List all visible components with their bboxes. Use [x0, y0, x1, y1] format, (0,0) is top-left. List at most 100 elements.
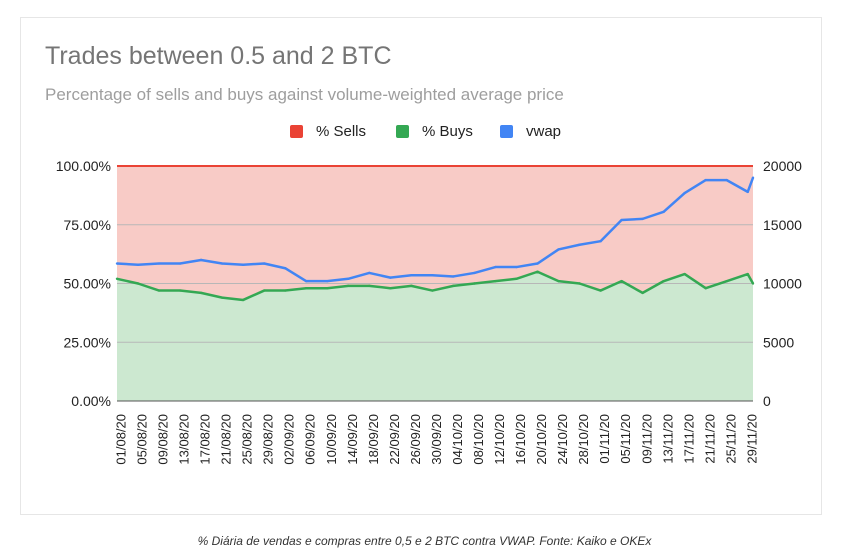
vwap-point — [557, 248, 560, 251]
x-tick-label: 28/10/20 — [576, 414, 591, 465]
x-tick-label: 30/09/20 — [429, 414, 444, 465]
x-tick-label: 22/09/20 — [387, 414, 402, 465]
vwap-point — [136, 263, 140, 266]
legend-item-buys[interactable]: % Buys — [396, 120, 473, 142]
chart-legend: % Sells % Buys vwap — [0, 120, 849, 142]
buys-point — [515, 277, 518, 280]
x-tick-label: 16/10/20 — [513, 414, 528, 465]
vwap-point — [751, 176, 755, 179]
x-tick-label: 21/08/20 — [219, 414, 234, 465]
buys-point — [641, 291, 644, 295]
buys-point — [347, 284, 350, 288]
legend-item-vwap[interactable]: vwap — [500, 120, 561, 142]
y-right-tick-label: 10000 — [763, 276, 802, 292]
vwap-point — [536, 262, 539, 265]
buys-point — [557, 279, 560, 283]
buys-point — [725, 279, 728, 283]
buys-point — [662, 279, 665, 283]
vwap-point — [473, 271, 476, 275]
buys-point — [305, 287, 308, 290]
buys-point — [368, 284, 371, 288]
buys-point — [452, 284, 455, 288]
vwap-point — [199, 258, 203, 262]
figure-caption: % Diária de vendas e compras entre 0,5 e… — [197, 534, 652, 548]
buys-point — [199, 291, 203, 295]
legend-label-sells: % Sells — [316, 122, 367, 140]
x-tick-label: 24/10/20 — [555, 414, 570, 465]
vwap-point — [347, 277, 350, 280]
legend-label-vwap: vwap — [526, 122, 562, 140]
vwap-point — [620, 218, 623, 222]
y-right-tick-label: 5000 — [763, 334, 794, 350]
x-tick-label: 05/11/20 — [618, 414, 633, 464]
y-right-tick-label: 0 — [763, 393, 771, 409]
x-tick-label: 04/10/20 — [450, 414, 465, 465]
vwap-point — [178, 262, 182, 265]
vwap-point — [494, 265, 497, 269]
x-tick-label: 12/10/20 — [492, 414, 507, 465]
x-tick-label: 25/11/20 — [723, 414, 738, 464]
vwap-point — [115, 262, 119, 265]
buys-point — [220, 296, 224, 299]
x-tick-label: 09/08/20 — [156, 414, 171, 465]
x-tick-label: 09/11/20 — [639, 414, 654, 464]
vwap-point — [725, 178, 728, 182]
x-tick-label: 26/09/20 — [408, 414, 423, 465]
vwap-point — [241, 263, 245, 266]
buys-point — [620, 279, 623, 283]
vwap-point — [326, 279, 329, 283]
y-right-tick-label: 15000 — [763, 217, 802, 233]
vwap-point — [157, 262, 161, 265]
vwap-point — [662, 210, 665, 214]
vwap-point — [283, 267, 287, 270]
buys-point — [751, 282, 755, 285]
buys-point — [536, 270, 539, 273]
buys-point — [683, 272, 686, 276]
x-tick-label: 13/08/20 — [177, 414, 192, 465]
legend-swatch-sells — [290, 124, 303, 138]
buys-point — [157, 289, 161, 292]
x-tick-label: 25/08/20 — [240, 414, 255, 465]
chart-subtitle: Percentage of sells and buys against vol… — [45, 85, 564, 104]
buys-point — [241, 298, 245, 302]
x-tick-label: 08/10/20 — [471, 414, 486, 465]
vwap-point — [578, 243, 581, 246]
buys-point — [178, 289, 182, 292]
x-tick-label: 02/09/20 — [282, 414, 297, 465]
y-left-tick-label: 75.00% — [64, 217, 111, 233]
vwap-point — [746, 190, 749, 194]
y-left-tick-label: 100.00% — [56, 158, 111, 174]
buys-point — [704, 287, 707, 290]
buys-point — [746, 272, 749, 276]
buys-point — [431, 289, 434, 292]
buys-point — [326, 287, 329, 290]
x-tick-label: 13/11/20 — [660, 414, 675, 464]
buys-point — [115, 277, 119, 280]
vwap-point — [452, 275, 455, 278]
vwap-point — [220, 262, 224, 265]
buys-point — [389, 287, 392, 290]
x-tick-label: 01/08/20 — [113, 414, 128, 465]
legend-swatch-vwap — [500, 124, 513, 138]
vwap-point — [704, 178, 707, 182]
vwap-line — [116, 177, 755, 283]
buys-point — [136, 282, 140, 285]
chart-title: Trades between 0.5 and 2 BTC — [45, 42, 392, 70]
vwap-point — [389, 276, 392, 279]
x-tick-label: 29/11/20 — [744, 414, 759, 464]
vwap-point — [515, 265, 518, 269]
buys-line — [116, 270, 755, 302]
x-tick-label: 06/09/20 — [303, 414, 318, 465]
legend-swatch-buys — [396, 124, 409, 138]
legend-label-buys: % Buys — [422, 122, 473, 140]
buys-point — [599, 289, 602, 292]
chart-plot: 0.00% 25.00% 50.00% 75.00% 100.00% 0 5000 10000… — [56, 158, 802, 465]
legend-item-sells[interactable]: % Sells — [290, 120, 366, 142]
vwap-point — [368, 271, 371, 275]
buys-point — [473, 282, 476, 285]
y-right-tick-label: 20000 — [763, 158, 802, 174]
y-left-tick-label: 50.00% — [64, 276, 111, 292]
x-tick-label: 20/10/20 — [534, 414, 549, 465]
vwap-point — [410, 274, 413, 277]
buys-point — [578, 282, 581, 285]
